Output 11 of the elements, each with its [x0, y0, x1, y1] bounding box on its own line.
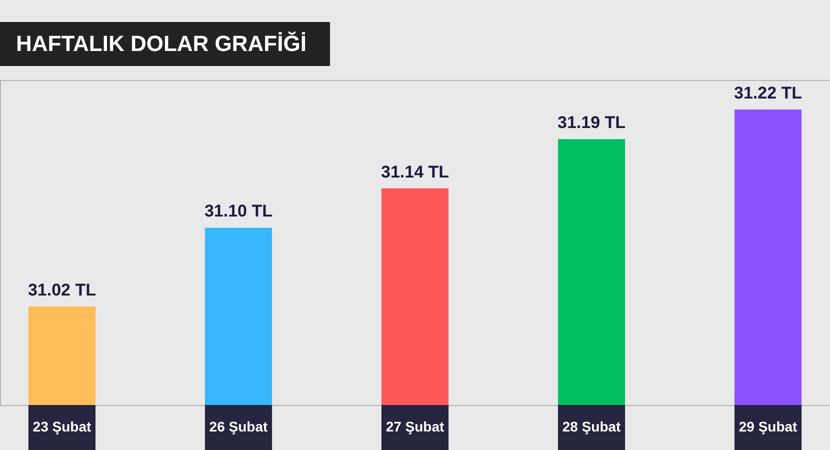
data-label: 31.10 TL	[204, 202, 273, 221]
data-label: 31.02 TL	[28, 280, 96, 300]
chart-title: HAFTALIK DOLAR GRAFİĞİ	[16, 31, 306, 56]
x-tick-label: 23 Şubat	[32, 418, 92, 434]
x-tick-label: 29 Şubat	[738, 418, 798, 434]
data-label: 31.22 TL	[734, 84, 802, 103]
x-tick-label: 26 Şubat	[209, 418, 268, 434]
x-tick-label: 27 Şubat	[386, 418, 445, 434]
x-tick-label: 28 Şubat	[562, 418, 622, 434]
data-label: 31.14 TL	[380, 162, 450, 182]
data-label: 31.19 TL	[557, 113, 626, 132]
